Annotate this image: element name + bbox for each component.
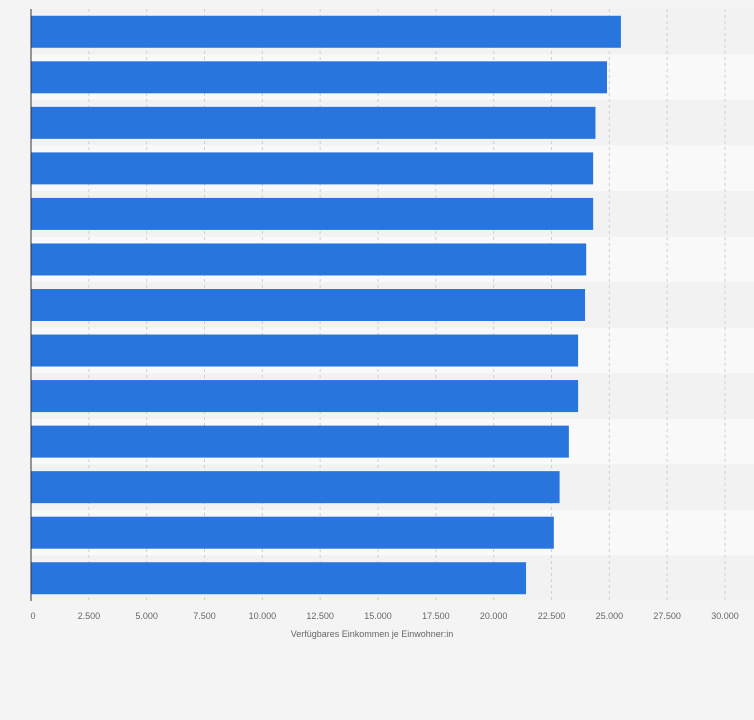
- x-tick-label: 2.500: [78, 611, 101, 621]
- x-tick-label: 10.000: [249, 611, 277, 621]
- x-tick-label: 0: [30, 611, 35, 621]
- bar: [31, 562, 527, 595]
- bar: [31, 289, 586, 321]
- bar: [31, 243, 587, 276]
- x-tick-label: 17.500: [422, 611, 450, 621]
- x-tick-label: 5.000: [135, 611, 158, 621]
- x-tick-label: 15.000: [364, 611, 392, 621]
- x-tick-label: 30.000: [711, 611, 739, 621]
- x-tick-labels: 0 2.500 5.000 7.500 10.000 12.500 15.000 17.500…: [30, 611, 738, 621]
- bar: [31, 152, 594, 185]
- bar: [31, 61, 608, 94]
- bar: [31, 15, 621, 48]
- x-tick-label: 22.500: [538, 611, 566, 621]
- bar: [31, 471, 560, 504]
- bar: [31, 516, 554, 549]
- bar: [31, 425, 569, 458]
- bars: [31, 15, 621, 595]
- x-tick-label: 27.500: [653, 611, 681, 621]
- x-tick-label: 20.000: [480, 611, 508, 621]
- x-tick-label: 25.000: [596, 611, 624, 621]
- bar: [31, 380, 579, 413]
- x-tick-label: 12.500: [306, 611, 334, 621]
- bar: [31, 334, 579, 367]
- x-tick-label: 7.500: [193, 611, 216, 621]
- bar: [31, 106, 596, 139]
- x-axis-title: Verfügbares Einkommen je Einwohner:in: [291, 629, 454, 639]
- bar: [31, 197, 594, 230]
